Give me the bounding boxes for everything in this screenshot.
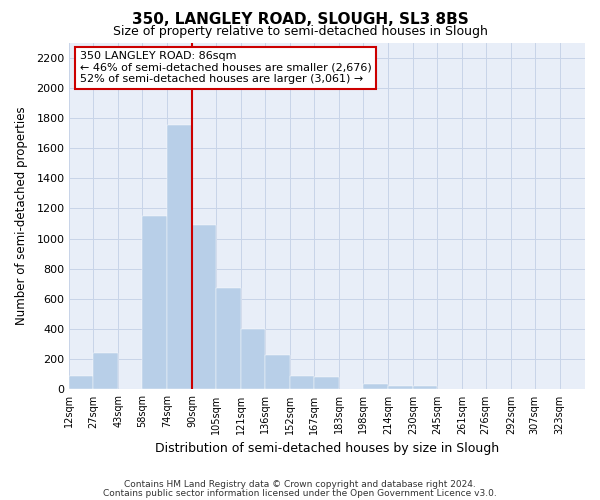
Bar bbox=[290, 376, 314, 390]
Y-axis label: Number of semi-detached properties: Number of semi-detached properties bbox=[15, 106, 28, 326]
X-axis label: Distribution of semi-detached houses by size in Slough: Distribution of semi-detached houses by … bbox=[155, 442, 499, 455]
Bar bbox=[167, 126, 193, 390]
Bar bbox=[216, 288, 241, 390]
Text: Contains HM Land Registry data © Crown copyright and database right 2024.: Contains HM Land Registry data © Crown c… bbox=[124, 480, 476, 489]
Bar bbox=[314, 378, 339, 390]
Bar bbox=[142, 216, 167, 390]
Bar bbox=[388, 386, 413, 390]
Text: Contains public sector information licensed under the Open Government Licence v3: Contains public sector information licen… bbox=[103, 488, 497, 498]
Bar bbox=[413, 386, 437, 390]
Text: Size of property relative to semi-detached houses in Slough: Size of property relative to semi-detach… bbox=[113, 25, 487, 38]
Text: 350, LANGLEY ROAD, SLOUGH, SL3 8BS: 350, LANGLEY ROAD, SLOUGH, SL3 8BS bbox=[131, 12, 469, 28]
Bar bbox=[93, 353, 118, 390]
Bar bbox=[193, 225, 216, 390]
Bar bbox=[70, 376, 93, 390]
Bar bbox=[362, 384, 388, 390]
Text: 350 LANGLEY ROAD: 86sqm
← 46% of semi-detached houses are smaller (2,676)
52% of: 350 LANGLEY ROAD: 86sqm ← 46% of semi-de… bbox=[80, 51, 371, 84]
Bar bbox=[265, 354, 290, 390]
Bar bbox=[241, 329, 265, 390]
